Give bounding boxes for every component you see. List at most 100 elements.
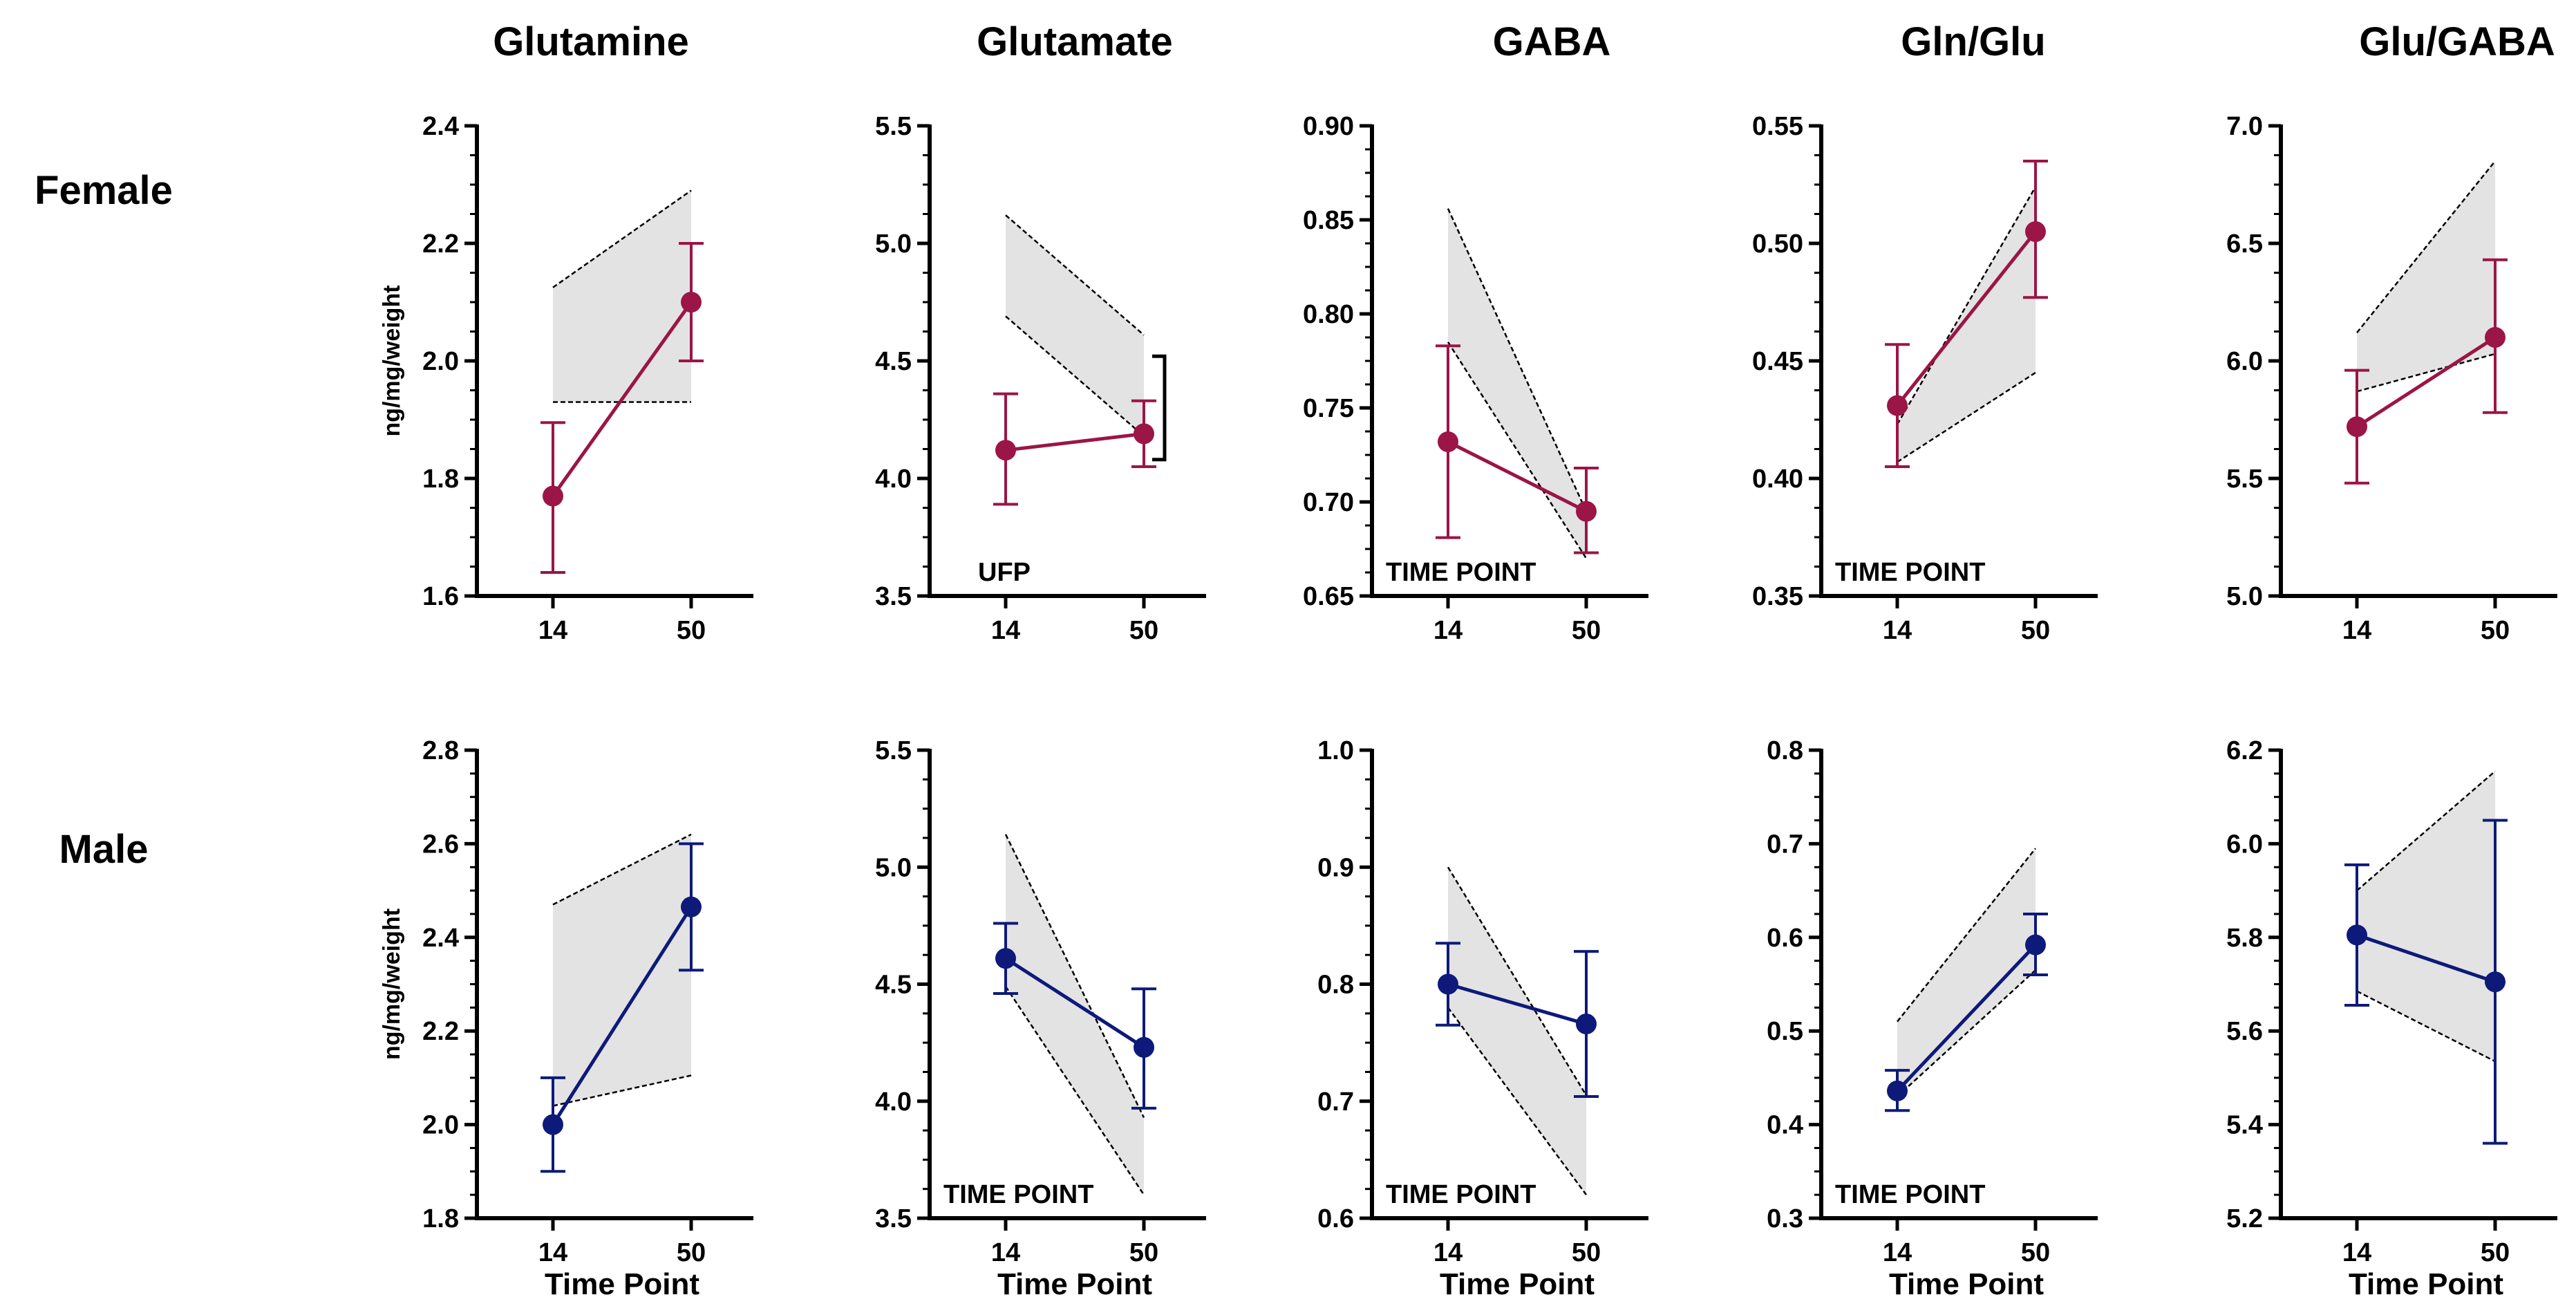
annotation-label: TIME POINT [1835,1180,1985,1209]
y-tick-label: 5.8 [2226,924,2263,953]
column-title: Glu/GABA [2359,19,2555,64]
y-tick-label: 0.90 [1303,112,1354,141]
column-title: Glutamine [493,19,689,64]
y-tick-label: 4.5 [875,347,912,376]
x-tick-label: 50 [2481,616,2510,645]
y-tick-label: 0.7 [1767,830,1803,859]
mean-line [551,906,693,1126]
y-tick-label: 0.85 [1303,206,1354,235]
x-tick-label: 14 [1433,1238,1463,1267]
prediction-band [1448,208,1586,559]
data-point [2347,416,2367,438]
prediction-band [553,190,691,402]
band-upper-edge [2356,160,2496,333]
prediction-band [2357,161,2495,392]
y-tick-label: 0.50 [1752,230,1803,259]
mean-line [551,301,693,497]
prediction-band [1897,187,2036,463]
mean-line [1447,440,1588,513]
x-tick-label: 14 [2342,616,2371,645]
x-tick-label: 14 [1883,616,1912,645]
prediction-band [1006,834,1144,1195]
x-tick-label: 50 [677,1238,706,1267]
data-point [681,292,702,313]
prediction-band [1006,215,1144,436]
x-axis-label: Time Point [545,1267,699,1301]
band-upper-edge [1897,848,2036,1023]
y-tick-label: 5.5 [875,736,912,765]
chart-panel-female-2: 0.65 0.70 0.75 0.80 0.85 0.90 14 50 TIME POINT [1303,112,1648,645]
y-tick-label: 5.4 [2226,1111,2263,1140]
x-tick-label: 14 [1433,616,1463,645]
data-point [1438,431,1458,452]
column-title: GABA [1493,19,1611,64]
chart-panel-female-4: 5.0 5.5 6.0 6.5 7.0 14 50 [2226,112,2557,645]
mean-line [1004,957,1145,1049]
y-tick-label: 0.6 [1767,924,1803,953]
x-axis-label: Time Point [1440,1267,1595,1301]
y-tick-label: 1.8 [422,1204,459,1233]
band-upper-edge [1447,208,1588,512]
x-axis-label: Time Point [2349,1267,2503,1301]
mean-line [2356,933,2496,984]
y-tick-label: 0.5 [1767,1017,1803,1046]
y-tick-label: 7.0 [2226,112,2263,141]
annotation-label: TIME POINT [1835,558,1985,587]
x-axis-label: Time Point [997,1267,1152,1301]
data-point [2485,327,2506,348]
band-upper-edge [1005,214,1145,336]
y-tick-label: 2.0 [422,347,459,376]
mean-line [1896,943,2037,1092]
annotation-label: TIME POINT [1386,558,1536,587]
x-tick-label: 14 [538,1238,567,1267]
y-tick-label: 0.4 [1767,1111,1803,1140]
y-tick-label: 4.0 [875,465,912,494]
band-upper-edge [552,189,692,288]
data-point [681,896,702,917]
y-tick-label: 0.65 [1303,582,1354,611]
y-tick-label: 0.35 [1752,582,1803,611]
data-point [1438,973,1458,995]
data-point [2025,221,2046,242]
x-tick-label: 50 [1129,1238,1158,1267]
prediction-band [553,834,691,1106]
y-tick-label: 0.6 [1317,1204,1354,1233]
x-tick-label: 50 [2021,616,2050,645]
chart-panel-female-3: 0.35 0.40 0.45 0.50 0.55 14 50 TIME POINT [1752,112,2098,645]
mean-line [1005,431,1145,452]
y-tick-label: 2.4 [422,924,459,953]
x-tick-label: 50 [1572,1238,1601,1267]
band-lower-edge [2356,990,2496,1063]
band-upper-edge [1447,866,1588,1096]
y-tick-label: 2.4 [422,112,459,141]
column-title: Glutamate [977,19,1173,64]
y-tick-label: 2.2 [422,1017,459,1046]
data-point [2347,924,2367,946]
data-point [1134,423,1154,445]
y-tick-label: 0.80 [1303,300,1354,329]
band-lower-edge [1897,969,2036,1097]
y-tick-label: 0.8 [1767,736,1803,765]
x-tick-label: 14 [1883,1238,1912,1267]
y-tick-label: 6.2 [2226,736,2263,765]
data-point [1576,501,1597,522]
x-axis-label: Time Point [1889,1267,2044,1301]
data-point [543,485,563,507]
band-lower-edge [552,1074,692,1107]
x-tick-label: 14 [2342,1238,2371,1267]
y-tick-label: 6.0 [2226,830,2263,859]
data-point [543,1114,563,1135]
y-tick-label: 0.75 [1303,394,1354,423]
y-tick-label: 6.5 [2226,230,2263,259]
y-tick-label: 4.5 [875,971,912,1000]
y-tick-label: 3.5 [875,582,912,611]
y-tick-label: 1.6 [422,582,459,611]
prediction-band [1897,848,2036,1097]
band-upper-edge [1004,834,1145,1118]
y-tick-label: 0.45 [1752,347,1803,376]
mean-line [2356,335,2497,429]
row-label-female: Female [35,168,173,213]
